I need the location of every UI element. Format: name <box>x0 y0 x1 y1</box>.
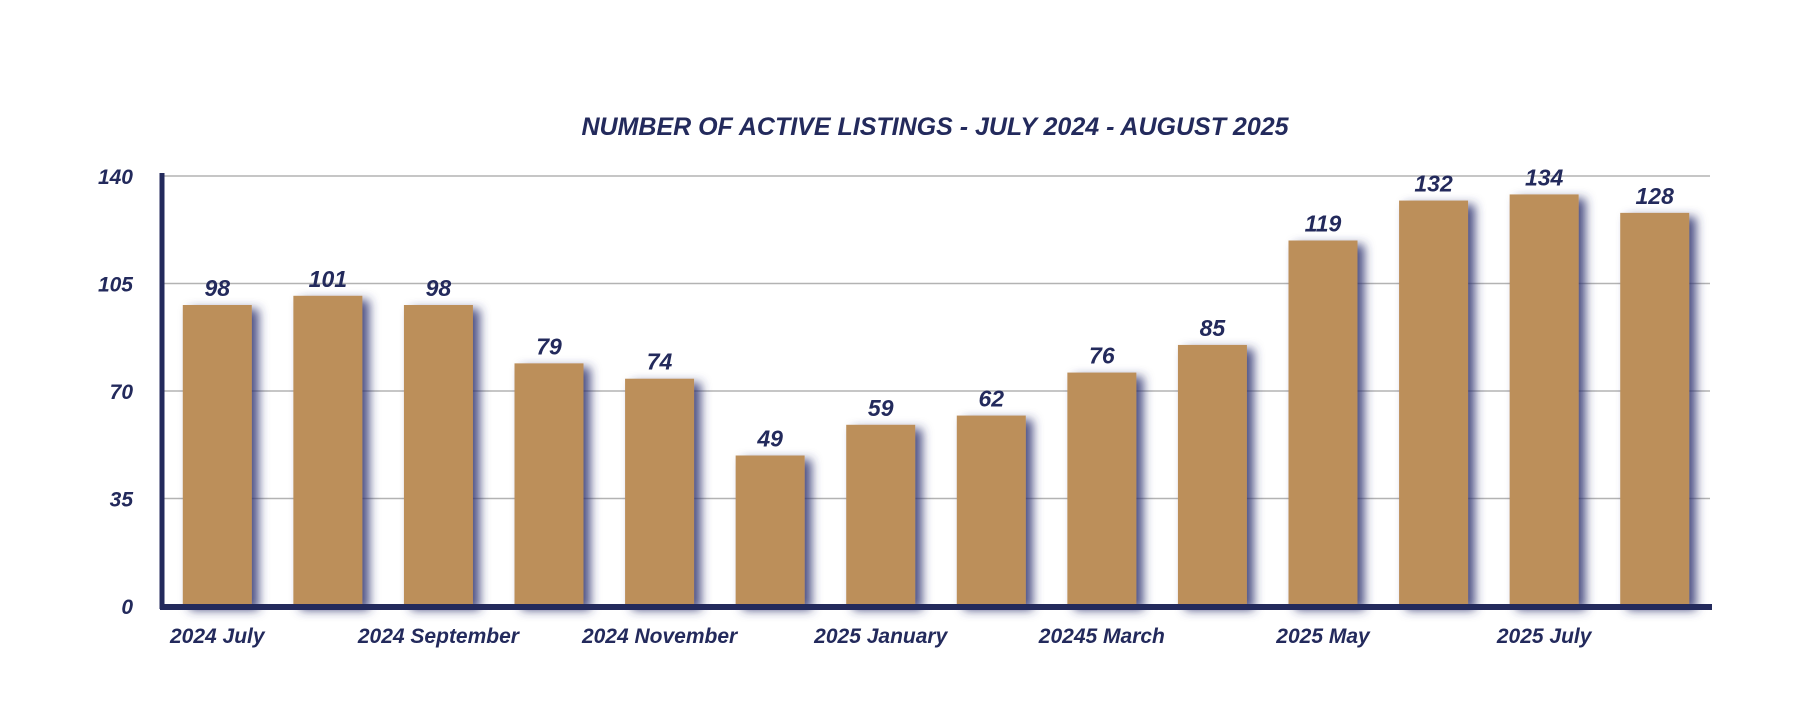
data-label: 79 <box>536 333 562 359</box>
bar <box>1620 212 1690 606</box>
data-label: 132 <box>1414 171 1453 197</box>
x-tick-label: 2024 July <box>169 625 266 648</box>
bar <box>956 415 1026 606</box>
x-tick-label: 2025 July <box>1496 625 1593 648</box>
y-tick-label: 35 <box>110 489 134 512</box>
bar <box>293 295 363 606</box>
x-tick-label: 2024 November <box>581 625 739 648</box>
data-labels: 98 101 98 79 74 49 59 62 76 85 119 132 134 128 <box>204 164 1674 451</box>
y-tick-label: 105 <box>98 274 133 297</box>
gridlines <box>162 175 1710 500</box>
bar <box>1288 240 1358 606</box>
bar <box>735 455 805 606</box>
data-label: 98 <box>204 275 230 301</box>
y-axis-ticks: 0 35 70 105 140 <box>98 166 133 619</box>
data-label: 85 <box>1200 315 1227 341</box>
bar <box>846 424 916 606</box>
bar <box>1177 344 1247 606</box>
bar <box>1399 200 1469 607</box>
data-label: 119 <box>1305 211 1342 237</box>
bars <box>182 194 1690 607</box>
chart-title: NUMBER OF ACTIVE LISTINGS - JULY 2024 - … <box>581 113 1289 141</box>
y-tick-label: 0 <box>121 596 133 619</box>
data-label: 128 <box>1636 183 1675 209</box>
x-tick-label: 2025 January <box>813 625 948 648</box>
y-tick-label: 70 <box>110 381 134 404</box>
bar <box>403 305 473 606</box>
data-label: 74 <box>647 349 673 375</box>
data-label: 59 <box>868 395 894 421</box>
bar <box>625 378 695 606</box>
x-axis-ticks: 2024 July 2024 September 2024 November 2025… <box>169 625 1593 648</box>
bar <box>1067 372 1137 606</box>
y-tick-label: 140 <box>98 166 133 189</box>
axes <box>159 173 1712 610</box>
data-label: 76 <box>1089 343 1115 369</box>
x-tick-label: 2025 May <box>1275 625 1371 648</box>
data-label: 101 <box>309 266 347 292</box>
x-tick-label: 2024 September <box>357 625 521 648</box>
bar <box>1509 194 1579 606</box>
data-label: 62 <box>978 386 1004 412</box>
bar <box>514 363 584 606</box>
x-tick-label: 20245 March <box>1038 625 1165 648</box>
data-label: 134 <box>1525 164 1564 190</box>
data-label: 49 <box>756 426 783 452</box>
bar <box>182 305 252 606</box>
data-label: 98 <box>426 275 452 301</box>
